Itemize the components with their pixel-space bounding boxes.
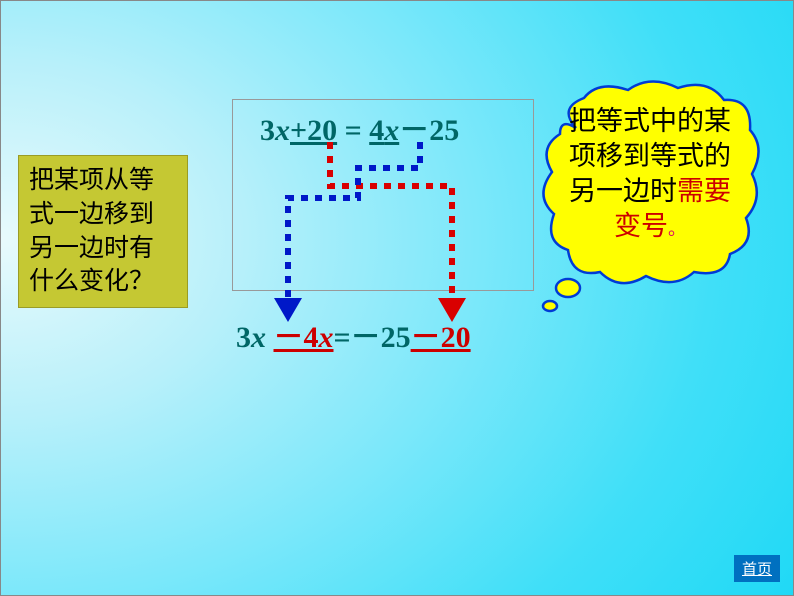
eq-bot-eq25: =－25 <box>334 321 411 354</box>
homepage-button[interactable]: 首页 <box>734 555 780 582</box>
eq-bot-x1: x <box>251 321 266 354</box>
equation-bottom: 3x －4x=－25－20 <box>236 312 471 356</box>
homepage-label: 首页 <box>742 561 772 578</box>
eq-top-eq: = <box>337 114 369 147</box>
eq-top-3: 3 <box>260 114 275 147</box>
eq-top-plus20: +20 <box>290 114 337 147</box>
cloud-punct: 。 <box>668 219 686 239</box>
eq-top-minus25: －25 <box>399 114 459 147</box>
question-callout: 把某项从等式一边移到另一边时有什么变化？ <box>18 155 188 308</box>
eq-bot-x2: x <box>319 321 334 354</box>
cloud-text: 把等式中的某项移到等式的另一边时需要变号。 <box>560 104 740 244</box>
eq-top-x1: x <box>275 114 290 147</box>
cloud-bubble-1 <box>556 279 580 297</box>
eq-bot-minus4: －4 <box>274 321 319 354</box>
eq-top-x2: x <box>384 114 399 147</box>
eq-bot-sp <box>266 321 274 354</box>
eq-bot-minus20: －20 <box>411 321 471 354</box>
eq-top-4: 4 <box>369 114 384 147</box>
equation-top: 3x+20 = 4x－25 <box>260 105 459 149</box>
cloud-bubble-2 <box>543 301 557 311</box>
eq-bot-3: 3 <box>236 321 251 354</box>
question-text: 把某项从等式一边移到另一边时有什么变化？ <box>29 167 154 295</box>
